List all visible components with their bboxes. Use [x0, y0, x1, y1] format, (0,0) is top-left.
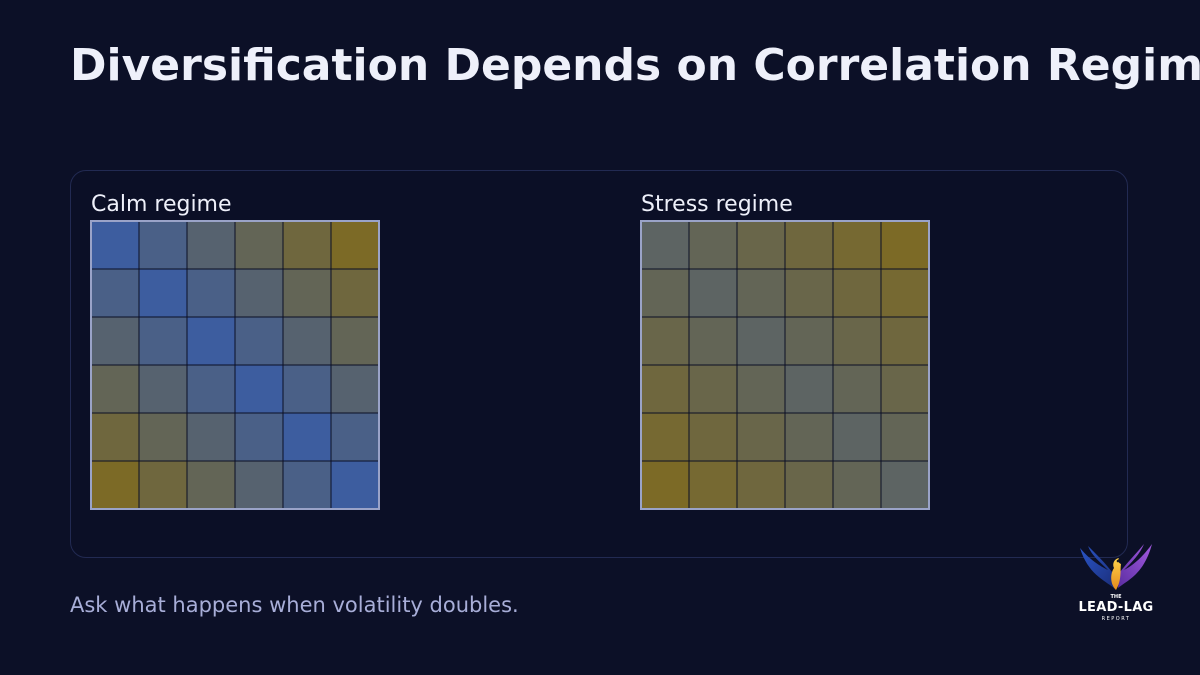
stress-heatmap-cell-0-2 — [736, 220, 786, 270]
calm-heatmap-cell-4-3 — [234, 412, 284, 462]
calm-heatmap-cell-4-4 — [282, 412, 332, 462]
calm-heatmap-cell-5-5 — [330, 460, 380, 510]
calm-heatmap-cell-5-1 — [138, 460, 188, 510]
calm-heatmap-cell-3-5 — [330, 364, 380, 414]
calm-heatmap-cell-5-0 — [90, 460, 140, 510]
calm-heatmap-cell-0-4 — [282, 220, 332, 270]
caption-text: Ask what happens when volatility doubles… — [70, 593, 519, 617]
stress-heatmap-cell-4-1 — [688, 412, 738, 462]
calm-heatmap-cell-0-0 — [90, 220, 140, 270]
stress-heatmap-cell-3-0 — [640, 364, 690, 414]
calm-heatmap-cell-2-2 — [186, 316, 236, 366]
stress-heatmap-cell-5-0 — [640, 460, 690, 510]
calm-heatmap-cell-2-0 — [90, 316, 140, 366]
calm-heatmap-cell-3-1 — [138, 364, 188, 414]
stress-heatmap-cell-2-4 — [832, 316, 882, 366]
stress-heatmap-cell-3-1 — [688, 364, 738, 414]
calm-heatmap-cell-0-2 — [186, 220, 236, 270]
calm-heatmap-cell-5-3 — [234, 460, 284, 510]
stress-heatmap-cell-4-3 — [784, 412, 834, 462]
stress-heatmap-cell-0-4 — [832, 220, 882, 270]
calm-heatmap-cell-5-2 — [186, 460, 236, 510]
stress-heatmap-cell-1-2 — [736, 268, 786, 318]
stress-heatmap-cell-4-2 — [736, 412, 786, 462]
calm-heatmap-frame — [90, 220, 380, 510]
stress-heatmap-cell-0-0 — [640, 220, 690, 270]
stress-heatmap-cell-5-3 — [784, 460, 834, 510]
calm-heatmap-cell-2-4 — [282, 316, 332, 366]
stress-heatmap-cell-2-1 — [688, 316, 738, 366]
stress-heatmap-cell-1-4 — [832, 268, 882, 318]
logo-sub-text: REPORT — [1101, 616, 1131, 622]
stress-heatmap-cell-1-0 — [640, 268, 690, 318]
lead-lag-logo: THE LEAD-LAG REPORT — [1066, 540, 1166, 630]
heatmap-panel: Calm regime Stress regime — [70, 170, 1128, 558]
calm-heatmap-cell-4-2 — [186, 412, 236, 462]
calm-heatmap-cell-3-2 — [186, 364, 236, 414]
stress-heatmap-cell-2-2 — [736, 316, 786, 366]
calm-heatmap-grid — [90, 220, 380, 510]
calm-heatmap-cell-3-4 — [282, 364, 332, 414]
stress-heatmap-cell-0-5 — [880, 220, 930, 270]
calm-regime-label: Calm regime — [91, 192, 232, 217]
calm-heatmap-cell-2-1 — [138, 316, 188, 366]
stress-heatmap-grid — [640, 220, 930, 510]
calm-heatmap-cell-2-5 — [330, 316, 380, 366]
calm-heatmap-cell-2-3 — [234, 316, 284, 366]
calm-heatmap-cell-1-0 — [90, 268, 140, 318]
stress-heatmap-cell-3-3 — [784, 364, 834, 414]
stress-heatmap-cell-1-1 — [688, 268, 738, 318]
stress-heatmap-cell-5-4 — [832, 460, 882, 510]
calm-heatmap-cell-4-5 — [330, 412, 380, 462]
stress-heatmap-cell-4-0 — [640, 412, 690, 462]
calm-heatmap-cell-1-1 — [138, 268, 188, 318]
logo-name-text: LEAD-LAG — [1078, 600, 1154, 615]
stress-heatmap-cell-0-1 — [688, 220, 738, 270]
calm-heatmap-cell-0-3 — [234, 220, 284, 270]
calm-heatmap-cell-4-0 — [90, 412, 140, 462]
stress-heatmap-cell-1-3 — [784, 268, 834, 318]
page-title: Diversification Depends on Correlation R… — [70, 40, 1200, 91]
stress-heatmap-cell-0-3 — [784, 220, 834, 270]
phoenix-icon — [1080, 544, 1152, 590]
stress-heatmap-cell-2-3 — [784, 316, 834, 366]
calm-heatmap-cell-3-3 — [234, 364, 284, 414]
stress-heatmap-cell-4-5 — [880, 412, 930, 462]
stress-heatmap-cell-1-5 — [880, 268, 930, 318]
calm-heatmap-cell-1-2 — [186, 268, 236, 318]
calm-heatmap-cell-0-5 — [330, 220, 380, 270]
stress-heatmap-cell-3-2 — [736, 364, 786, 414]
stress-heatmap-cell-4-4 — [832, 412, 882, 462]
stress-heatmap-cell-2-5 — [880, 316, 930, 366]
calm-heatmap-cell-1-5 — [330, 268, 380, 318]
stress-regime-label: Stress regime — [641, 192, 793, 217]
calm-heatmap-cell-1-3 — [234, 268, 284, 318]
logo-the-text: THE — [1110, 594, 1122, 600]
calm-heatmap-cell-3-0 — [90, 364, 140, 414]
calm-heatmap-cell-4-1 — [138, 412, 188, 462]
calm-heatmap-cell-1-4 — [282, 268, 332, 318]
calm-heatmap-cell-5-4 — [282, 460, 332, 510]
stress-heatmap-cell-3-5 — [880, 364, 930, 414]
stress-heatmap-cell-5-1 — [688, 460, 738, 510]
stress-heatmap-cell-2-0 — [640, 316, 690, 366]
stress-heatmap-frame — [640, 220, 930, 510]
calm-heatmap-cell-0-1 — [138, 220, 188, 270]
stress-heatmap-cell-5-5 — [880, 460, 930, 510]
stress-heatmap-cell-3-4 — [832, 364, 882, 414]
stress-heatmap-cell-5-2 — [736, 460, 786, 510]
